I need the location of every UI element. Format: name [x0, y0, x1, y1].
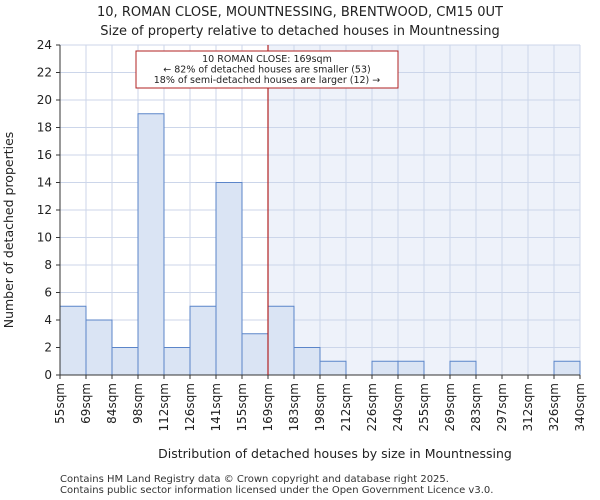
x-tick-label: 98sqm	[131, 383, 145, 424]
x-tick-label: 169sqm	[261, 383, 275, 431]
y-tick-label: 16	[37, 148, 52, 162]
y-tick-label: 14	[37, 176, 52, 190]
histogram-bar	[293, 347, 321, 376]
y-axis-label: Number of detached properties	[1, 132, 16, 329]
x-tick-label: 226sqm	[365, 383, 379, 431]
histogram-bar	[215, 182, 243, 376]
x-tick-label: 126sqm	[183, 383, 197, 431]
x-tick-label: 183sqm	[287, 383, 301, 431]
x-tick-label: 69sqm	[79, 383, 93, 424]
x-axis-label: Distribution of detached houses by size …	[158, 446, 512, 461]
histogram-bar	[59, 305, 87, 376]
y-tick-label: 18	[37, 121, 52, 135]
histogram-bar	[163, 347, 191, 376]
histogram-bar	[449, 360, 477, 376]
histogram-bar	[137, 113, 165, 376]
x-tick-label: 297sqm	[495, 383, 509, 431]
y-tick-label: 0	[44, 368, 52, 382]
annotation-box	[135, 50, 399, 89]
x-tick-label: 55sqm	[53, 383, 67, 424]
y-tick-label: 20	[37, 93, 52, 107]
y-tick-label: 12	[37, 203, 52, 217]
histogram-bar	[85, 319, 113, 376]
histogram-bar	[397, 360, 425, 376]
histogram-bar	[371, 360, 399, 376]
footer-line: Contains public sector information licen…	[60, 485, 493, 496]
y-tick-label: 8	[44, 258, 52, 272]
x-tick-label: 212sqm	[339, 383, 353, 431]
histogram-bar	[241, 333, 269, 376]
y-tick-label: 4	[44, 313, 52, 327]
x-tick-label: 84sqm	[105, 383, 119, 424]
annotation-line: 10 ROMAN CLOSE: 169sqm	[202, 54, 332, 65]
x-tick-label: 112sqm	[157, 383, 171, 431]
x-tick-label: 283sqm	[469, 383, 483, 431]
chart-title-line: 10, ROMAN CLOSE, MOUNTNESSING, BRENTWOOD…	[97, 5, 503, 20]
y-tick-label: 6	[44, 286, 52, 300]
x-tick-label: 312sqm	[521, 383, 535, 431]
x-tick-label: 326sqm	[547, 383, 561, 431]
y-tick-label: 2	[44, 341, 52, 355]
chart-title-line: Size of property relative to detached ho…	[100, 24, 499, 39]
y-tick-label: 22	[37, 66, 52, 80]
histogram-bar	[111, 347, 139, 376]
x-tick-label: 255sqm	[417, 383, 431, 431]
x-tick-label: 155sqm	[235, 383, 249, 431]
histogram-bar	[319, 360, 347, 376]
x-tick-label: 340sqm	[573, 383, 587, 431]
annotation-line: ← 82% of detached houses are smaller (53…	[163, 65, 370, 76]
y-tick-label: 10	[37, 231, 52, 245]
x-tick-label: 269sqm	[443, 383, 457, 431]
x-tick-label: 240sqm	[391, 383, 405, 431]
footer-line: Contains HM Land Registry data © Crown c…	[60, 474, 449, 485]
annotation-line: 18% of semi-detached houses are larger (…	[154, 75, 381, 86]
histogram-bar	[189, 305, 217, 376]
y-tick-label: 24	[37, 38, 52, 52]
histogram-bar	[553, 360, 581, 376]
x-tick-label: 141sqm	[209, 383, 223, 431]
x-tick-label: 198sqm	[313, 383, 327, 431]
histogram-bar	[267, 305, 295, 376]
